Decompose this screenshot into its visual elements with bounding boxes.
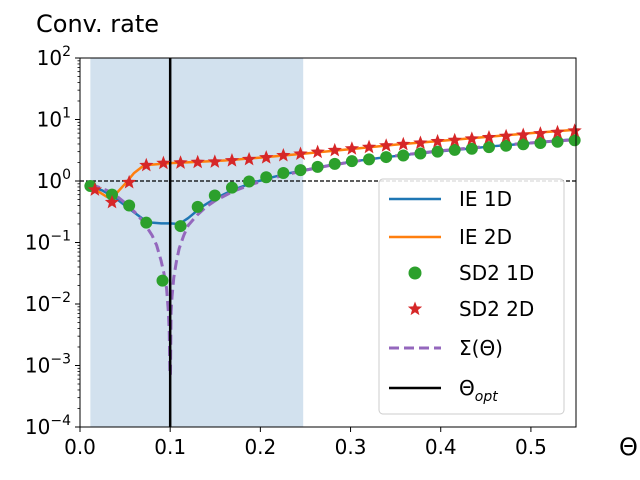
marker-sd2-1d (397, 149, 410, 162)
marker-sd2-2d (173, 155, 188, 169)
marker-sd2-1d (448, 143, 461, 156)
marker-sd2-2d (430, 133, 445, 148)
marker-sd2-2d (224, 153, 240, 167)
marker-sd2-2d (379, 138, 394, 152)
y-tick-label: 10−2 (25, 290, 71, 316)
legend-label-sd2-1d: SD2 1D (459, 261, 534, 285)
marker-sd2-1d (345, 155, 358, 168)
shaded-region (90, 58, 304, 427)
marker-sd2-2d (464, 131, 479, 145)
x-tick-label: 0.4 (425, 435, 457, 459)
marker-sd2-2d (481, 129, 497, 144)
x-tick-label: 0.0 (64, 435, 96, 459)
y-ticks: 102 101 100 10−1 10−2 10−3 10−4 (25, 44, 80, 439)
marker-sd2-1d (191, 200, 204, 213)
y-tick-label: 10−1 (25, 229, 71, 255)
x-tick-label: 0.5 (515, 435, 547, 459)
x-ticks: 0.0 0.1 0.2 0.3 0.4 0.5 (64, 427, 547, 459)
y-tick-label: 102 (37, 44, 71, 70)
shaded-region-rect (90, 58, 304, 427)
marker-sd2-2d (310, 144, 325, 159)
marker-sd2-2d (259, 150, 274, 164)
marker-sd2-2d (190, 154, 205, 169)
marker-sd2-1d (260, 171, 273, 184)
x-tick-label: 0.2 (244, 435, 276, 459)
series-line-sigma (89, 138, 576, 377)
marker-sd2-1d (243, 175, 256, 188)
marker-sd2-1d (551, 135, 564, 148)
marker-sd2-1d (534, 136, 547, 149)
y-tick-label: 10−4 (25, 413, 71, 439)
x-axis-label: Θ (619, 433, 638, 461)
legend-label-sigma: Σ(Θ) (459, 336, 503, 360)
marker-sd2-2d (413, 135, 428, 150)
x-tick-label: 0.3 (335, 435, 367, 459)
marker-sd2-2d (344, 141, 360, 155)
marker-sd2-2d (567, 123, 582, 137)
marker-sd2-1d (106, 188, 119, 201)
marker-sd2-2d (207, 154, 222, 168)
marker-sd2-1d (465, 142, 478, 155)
marker-sd2-2d (516, 127, 531, 142)
marker-sd2-1d (277, 166, 290, 179)
marker-sd2-2d (276, 147, 291, 162)
legend-swatch-sd2-1d (408, 266, 422, 280)
legend-label-ie-2d: IE 2D (459, 225, 512, 249)
marker-sd2-1d (328, 157, 341, 170)
marker-sd2-1d (414, 147, 427, 160)
marker-sd2-1d (156, 274, 169, 287)
marker-sd2-2d (293, 146, 308, 161)
legend-label-ie-1d: IE 1D (459, 187, 512, 211)
marker-sd2-1d (482, 141, 495, 154)
marker-sd2-1d (380, 151, 393, 164)
marker-sd2-2d (498, 128, 514, 143)
marker-sd2-2d (447, 132, 462, 147)
y-tick-label: 101 (37, 106, 71, 132)
marker-sd2-1d (123, 199, 136, 212)
marker-sd2-1d (311, 160, 324, 173)
marker-sd2-1d (174, 220, 187, 233)
marker-sd2-2d (396, 136, 411, 151)
legend-label-sigma: Θopt (459, 376, 498, 405)
legend: IE 1D IE 2D SD2 1D SD2 2D Σ(Θ) Θopt (378, 178, 565, 415)
x-tick-label: 0.1 (154, 435, 186, 459)
marker-sd2-2d (361, 139, 377, 154)
marker-sd2-1d (431, 145, 444, 158)
marker-sd2-1d (517, 138, 530, 151)
marker-layer (84, 123, 582, 287)
marker-sd2-2d (533, 126, 548, 140)
marker-sd2-2d (241, 151, 257, 166)
marker-sd2-1d (363, 153, 376, 166)
marker-sd2-2d (122, 174, 137, 189)
marker-sd2-2d (156, 155, 171, 170)
marker-sd2-1d (294, 164, 307, 177)
y-tick-label: 10−3 (25, 352, 71, 378)
y-tick-label: 100 (37, 167, 71, 193)
marker-sd2-1d (208, 189, 221, 202)
marker-sd2-2d (550, 124, 565, 139)
marker-sd2-2d (139, 157, 154, 172)
marker-sd2-2d (87, 182, 103, 196)
marker-sd2-2d (104, 194, 120, 209)
marker-sd2-1d (500, 139, 513, 152)
marker-sd2-1d (225, 181, 238, 194)
marker-sd2-1d (568, 134, 581, 147)
legend-swatch-sd2-2d (407, 301, 423, 316)
chart-title: Conv. rate (36, 10, 159, 38)
marker-sd2-2d (327, 142, 342, 157)
legend-label-sd2-2d: SD2 2D (459, 297, 534, 321)
marker-sd2-1d (140, 216, 153, 229)
